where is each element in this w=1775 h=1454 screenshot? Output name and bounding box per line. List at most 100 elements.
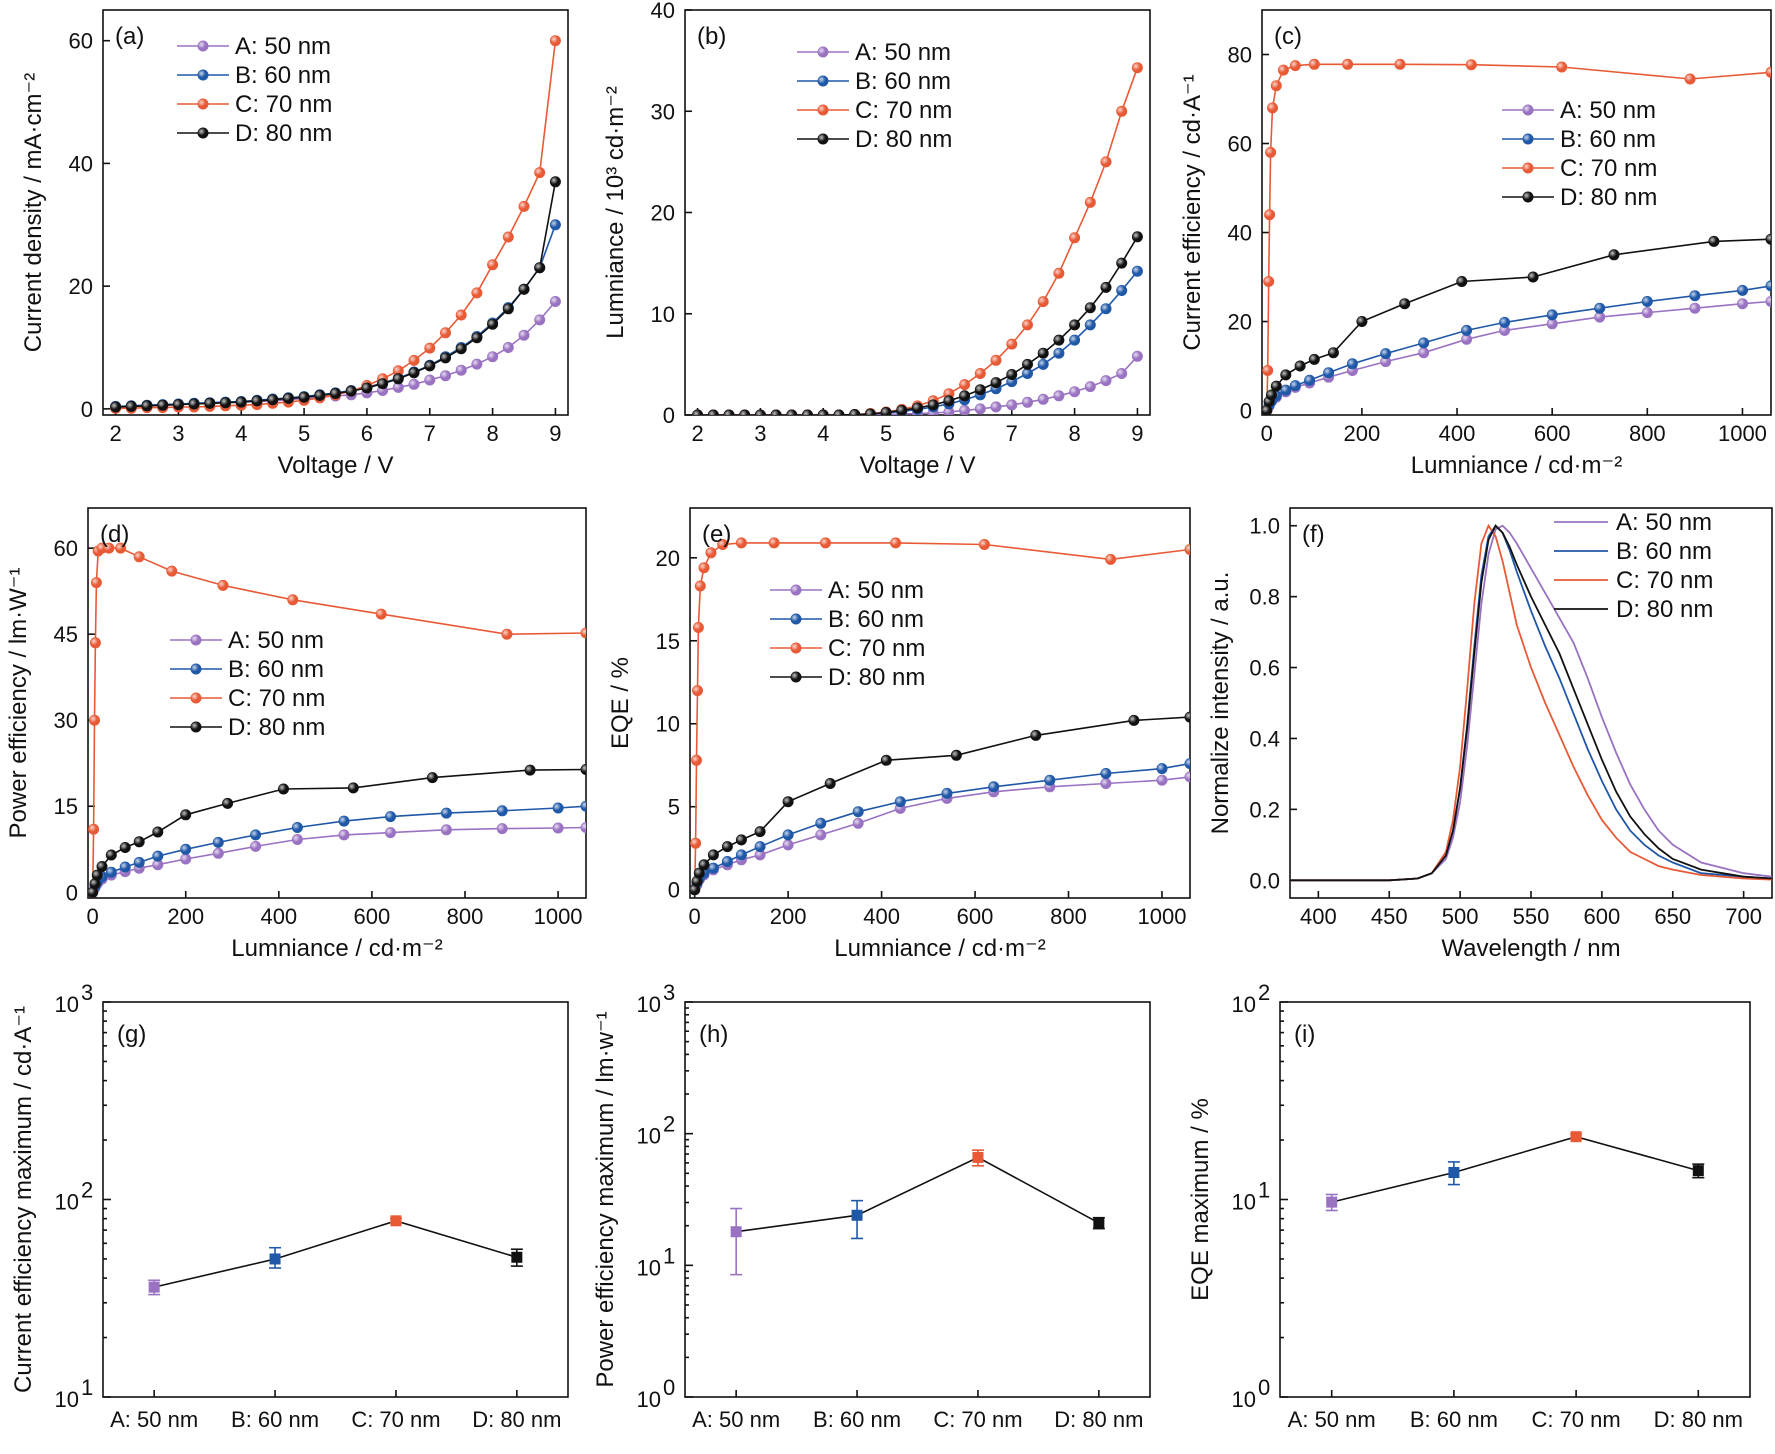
data-point [439, 352, 451, 364]
data-point-a-50-nm [148, 1279, 161, 1296]
y-tick-label-base: 10 [1232, 992, 1256, 1017]
y-tick-label: 10 2 [1232, 980, 1271, 1017]
data-point [802, 409, 813, 415]
x-tick-label: 6 [943, 421, 955, 446]
legend: A: 50 nmB: 60 nmC: 70 nmD: 80 nm [1502, 97, 1657, 211]
data-point-b-60-nm [851, 1199, 864, 1240]
data-point [990, 377, 1002, 389]
x-tick-label: B: 60 nm [231, 1407, 319, 1432]
y-tick-label: 1.0 [1249, 514, 1280, 539]
data-point [133, 551, 145, 563]
legend-item: B: 60 nm [177, 62, 331, 89]
data-point [819, 537, 831, 549]
panel-label: (c) [1274, 23, 1302, 50]
data-point [105, 866, 117, 878]
chart-c: 0 200 400 600 800 1000 0 20 40 60 80 Lumniance / cd… [1179, 9, 1772, 479]
data-point [1069, 334, 1081, 346]
legend-label: C: 70 nm [1560, 155, 1657, 182]
data-point [880, 407, 892, 415]
data-point [314, 389, 326, 401]
data-point [1128, 714, 1140, 726]
x-tick-label: 200 [167, 904, 204, 929]
data-point [941, 787, 953, 799]
legend-item: C: 70 nm [770, 635, 925, 662]
data-point [180, 843, 192, 855]
data-point [1270, 80, 1282, 92]
data-point [392, 373, 404, 385]
y-tick-label: 0 [1240, 399, 1252, 424]
series-line [1290, 523, 1772, 882]
data-point [815, 817, 827, 829]
y-tick-label: 10 0 [637, 1375, 676, 1412]
data-point [849, 409, 861, 415]
series-d-80-nm [690, 711, 1190, 896]
data-point [1006, 368, 1018, 380]
data-point [287, 594, 299, 606]
legend-item: D: 80 nm [170, 714, 325, 741]
y-axis-label: Power efficiency / lm·W⁻¹ [5, 568, 32, 839]
x-tick-label: 8 [486, 421, 498, 446]
data-point [91, 869, 103, 881]
data-point-d-80-nm [1092, 1216, 1105, 1230]
data-point [1264, 209, 1276, 221]
panel-label: (a) [115, 23, 144, 50]
series-line [1266, 300, 1771, 411]
data-point [375, 608, 387, 620]
legend-item: D: 80 nm [797, 126, 952, 153]
series-d-80-nm [692, 231, 1143, 415]
legend-marker [197, 69, 209, 81]
y-tick-label: 80 [1228, 43, 1252, 68]
legend: A: 50 nmB: 60 nmC: 70 nmD: 80 nm [1554, 509, 1713, 623]
legend-marker [190, 663, 202, 675]
y-tick-label: 60 [69, 29, 93, 54]
data-point [1277, 64, 1289, 76]
legend-marker [1522, 191, 1534, 203]
data-point [1084, 196, 1096, 208]
data-point [978, 538, 990, 550]
data-point [1021, 396, 1033, 408]
x-tick-label: A: 50 nm [110, 1407, 198, 1432]
x-axis-label: Voltage / V [277, 452, 393, 479]
data-point [440, 824, 452, 836]
data-point [1323, 367, 1335, 379]
x-axis-label: Lumniance / cd·m⁻² [1411, 452, 1622, 479]
data-point [1689, 290, 1701, 302]
data-point [1156, 763, 1168, 775]
plot-area [690, 537, 1190, 896]
plot-area [88, 542, 586, 898]
data-point [690, 754, 702, 766]
chart-e: 0 200 400 600 800 1000 0 5 10 15 20 Lumniance / cd·… [607, 507, 1191, 962]
chart-h-axes-frame [684, 1001, 1151, 1398]
x-tick-label: 600 [1534, 421, 1571, 446]
data-point [1131, 350, 1143, 362]
legend-marker [1522, 104, 1534, 116]
y-tick-label: 20 [651, 201, 675, 226]
data-point [580, 627, 586, 639]
data-point [1006, 338, 1018, 350]
series-b-60-nm [1262, 280, 1771, 415]
data-point [235, 396, 247, 408]
data-point [1418, 347, 1430, 359]
y-axis-label: Power efficiency maximum / lm·w⁻¹ [592, 1011, 619, 1387]
legend-marker [190, 721, 202, 733]
data-point [282, 392, 294, 404]
legend-item: D: 80 nm [1554, 596, 1713, 623]
data-point [1006, 399, 1018, 411]
x-tick-label: 8 [1068, 421, 1080, 446]
x-tick-label: 1000 [1137, 904, 1186, 929]
data-point [1267, 102, 1279, 114]
data-point [723, 409, 735, 415]
data-point [717, 538, 729, 550]
data-point [959, 379, 971, 391]
data-point [518, 329, 530, 341]
legend-label: D: 80 nm [1560, 184, 1657, 211]
series-d-80-nm [88, 764, 586, 898]
data-point [222, 797, 234, 809]
data-point [1021, 319, 1033, 331]
data-point [824, 777, 836, 789]
legend-item: A: 50 nm [1502, 97, 1656, 124]
x-tick-label: C: 70 nm [1531, 1407, 1620, 1432]
chart-b: 2 3 4 5 6 7 8 9 0 10 20 30 40 Voltage / V Lumniance / … [602, 0, 1151, 479]
data-marker [1448, 1166, 1460, 1178]
